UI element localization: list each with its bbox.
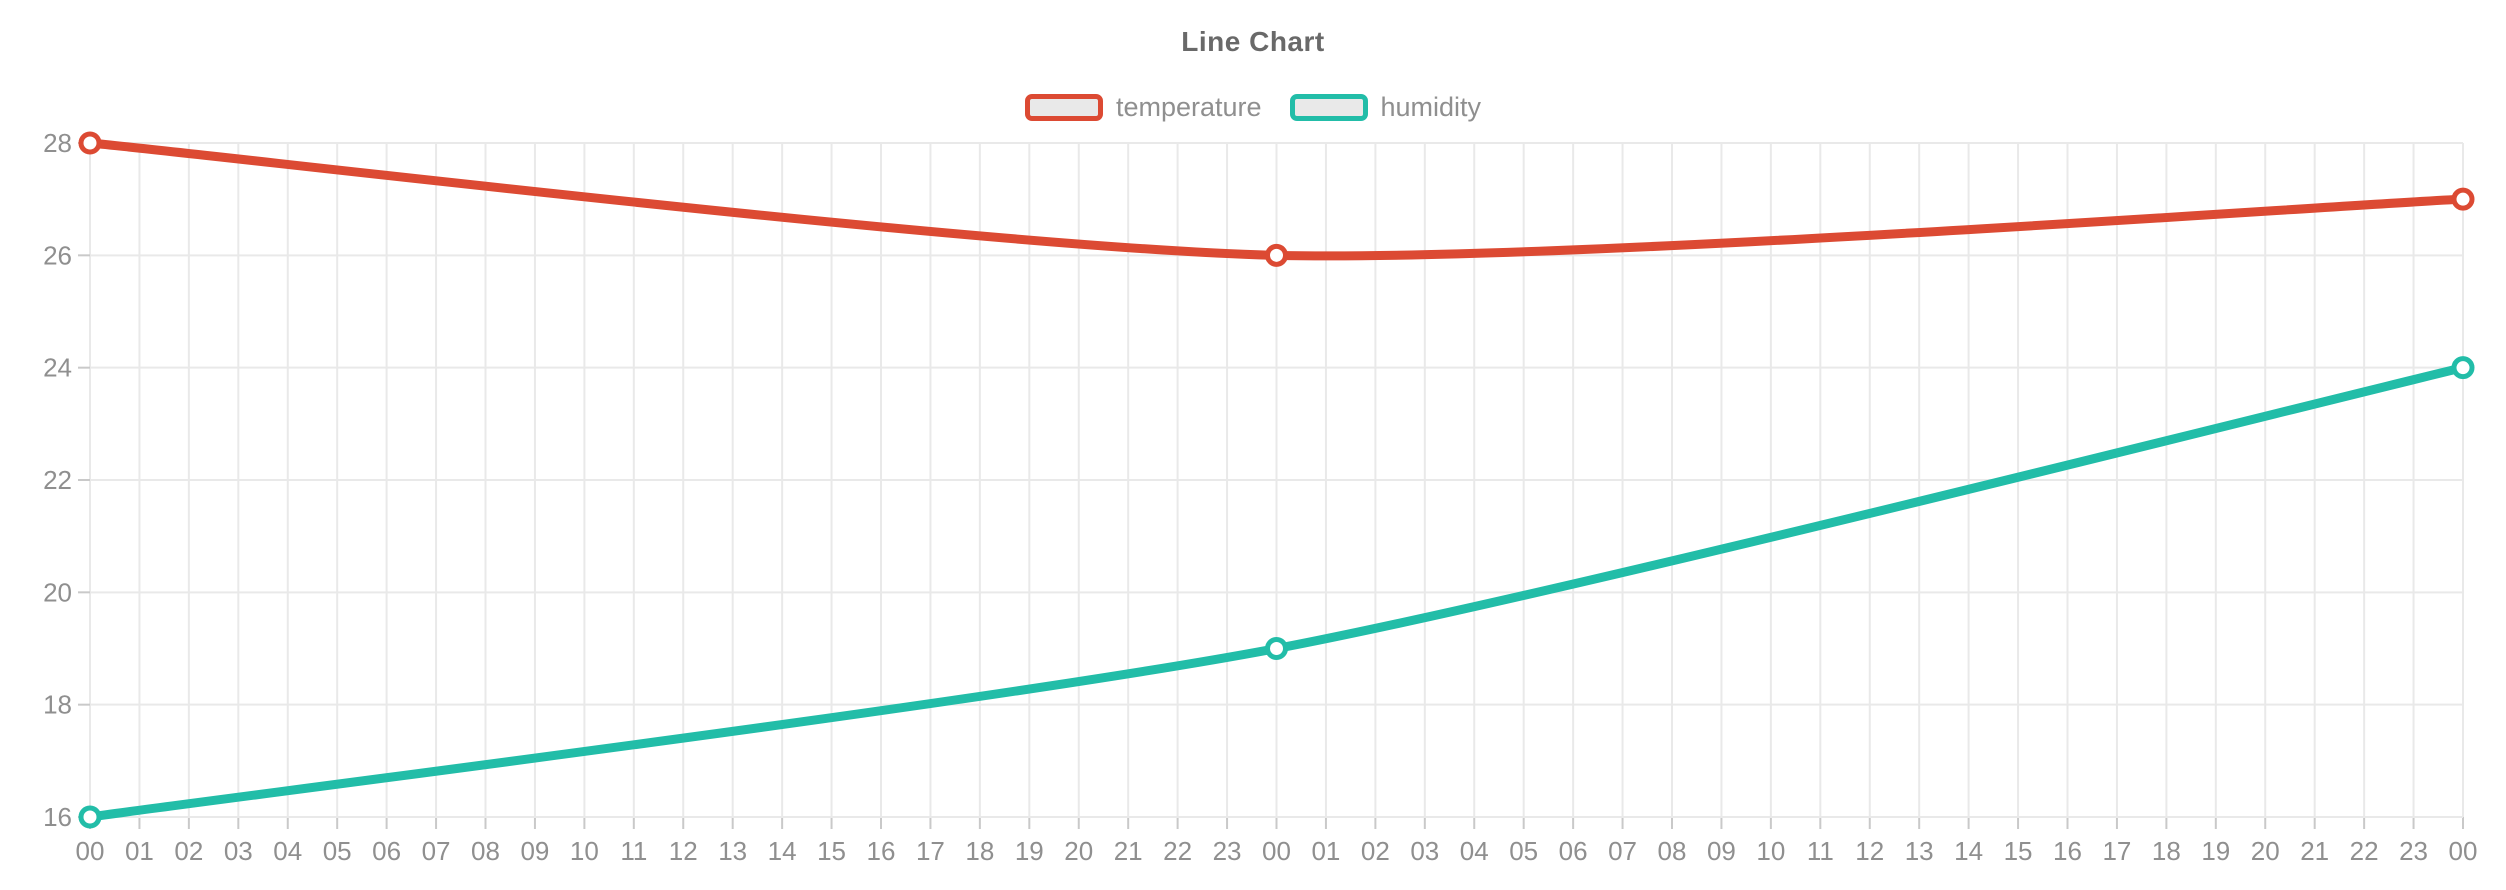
- humidity-data-point-marker: [78, 805, 102, 829]
- x-axis-label: 08: [471, 836, 500, 866]
- x-axis-label: 01: [125, 836, 154, 866]
- x-axis-label: 21: [1114, 836, 1143, 866]
- x-axis-label: 20: [2251, 836, 2280, 866]
- x-axis-label: 07: [422, 836, 451, 866]
- x-axis-label: 14: [1954, 836, 1983, 866]
- chart-legend: temperature humidity: [0, 92, 2506, 123]
- x-axis-label: 06: [1559, 836, 1588, 866]
- x-axis-label: 03: [224, 836, 253, 866]
- legend-swatch-temperature: [1024, 94, 1103, 121]
- legend-label: humidity: [1380, 92, 1482, 122]
- temperature-data-point-marker: [78, 131, 102, 155]
- x-axis-label: 06: [372, 836, 401, 866]
- x-axis-label: 15: [2004, 836, 2033, 866]
- x-axis-label: 02: [174, 836, 203, 866]
- x-axis-label: 04: [1460, 836, 1489, 866]
- x-axis-label: 13: [1905, 836, 1934, 866]
- humidity-data-point-marker: [2451, 356, 2475, 380]
- x-axis-label: 10: [570, 836, 599, 866]
- y-axis-label: 28: [43, 128, 72, 158]
- x-axis-label: 05: [323, 836, 352, 866]
- x-axis-label: 19: [1015, 836, 1044, 866]
- x-axis-label: 17: [916, 836, 945, 866]
- temperature-data-point-marker: [2451, 187, 2475, 211]
- x-axis-label: 13: [718, 836, 747, 866]
- x-axis-label: 18: [2152, 836, 2181, 866]
- x-axis-label: 03: [1410, 836, 1439, 866]
- x-axis-label: 23: [1213, 836, 1242, 866]
- x-axis-label: 14: [768, 836, 797, 866]
- x-axis-label: 20: [1064, 836, 1093, 866]
- x-axis-label: 02: [1361, 836, 1390, 866]
- x-axis-label: 09: [520, 836, 549, 866]
- x-axis-label: 01: [1311, 836, 1340, 866]
- x-axis-label: 15: [817, 836, 846, 866]
- legend-item-humidity[interactable]: humidity: [1289, 92, 1482, 123]
- y-axis-label: 20: [43, 577, 72, 607]
- legend-swatch-humidity: [1289, 94, 1368, 121]
- x-axis-label: 18: [965, 836, 994, 866]
- x-axis-label: 21: [2300, 836, 2329, 866]
- x-axis-label: 16: [2053, 836, 2082, 866]
- y-axis-label: 26: [43, 240, 72, 270]
- legend-label: temperature: [1115, 92, 1262, 122]
- x-axis-label: 11: [620, 836, 647, 866]
- x-axis-label: 10: [1756, 836, 1785, 866]
- x-axis-label: 09: [1707, 836, 1736, 866]
- x-axis-label: 00: [2449, 836, 2478, 866]
- x-axis-label: 19: [2201, 836, 2230, 866]
- x-axis-label: 00: [1262, 836, 1291, 866]
- x-axis-label: 11: [1807, 836, 1834, 866]
- x-axis-label: 23: [2399, 836, 2428, 866]
- humidity-data-point-marker: [1265, 637, 1288, 660]
- y-axis-label: 24: [43, 353, 72, 383]
- y-axis-label: 18: [43, 690, 72, 720]
- x-axis-label: 22: [2350, 836, 2379, 866]
- x-axis-label: 22: [1163, 836, 1192, 866]
- temperature-data-point-marker: [1265, 243, 1288, 267]
- y-axis-label: 16: [43, 802, 72, 832]
- x-axis-label: 12: [669, 836, 698, 866]
- x-axis-label: 07: [1608, 836, 1637, 866]
- x-axis-label: 05: [1509, 836, 1538, 866]
- y-axis-label: 22: [43, 465, 72, 495]
- x-axis-label: 16: [867, 836, 896, 866]
- x-axis-label: 04: [273, 836, 302, 866]
- x-axis-label: 00: [76, 836, 105, 866]
- x-axis-label: 17: [2102, 836, 2131, 866]
- legend-item-temperature[interactable]: temperature: [1024, 92, 1262, 123]
- x-axis-label: 12: [1855, 836, 1884, 866]
- chart-title: Line Chart: [1181, 26, 1325, 57]
- x-axis-label: 08: [1658, 836, 1687, 866]
